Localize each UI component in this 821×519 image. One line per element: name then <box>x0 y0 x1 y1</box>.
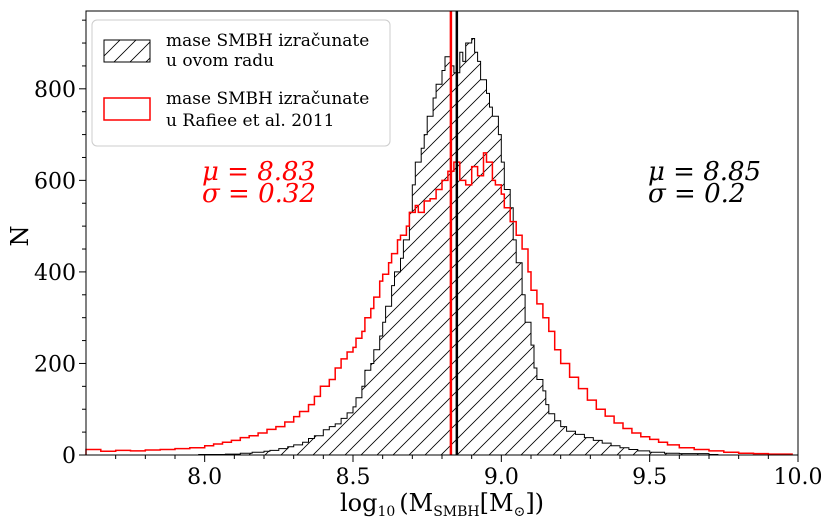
x-tick-label: 10.0 <box>774 465 821 490</box>
x-axis-label-sunsub: ⊙ <box>514 504 526 519</box>
legend-hatch-swatch <box>103 39 151 63</box>
y-axis-label: N <box>6 226 34 247</box>
x-axis-label-log: log <box>340 489 378 517</box>
y-tick-label: 0 <box>62 444 76 469</box>
x-axis-label-log-sub: 10 <box>377 504 395 519</box>
x-tick-label: 9.5 <box>632 465 667 490</box>
red-sigma-annotation: σ = 0.32 <box>202 179 316 209</box>
axes: 8.0 8.5 9.0 9.5 10.0 0 200 400 600 800 <box>34 10 821 490</box>
y-tick-label: 200 <box>34 352 76 377</box>
x-axis-label-msub: SMBH <box>433 504 479 519</box>
black-sigma-annotation: σ = 0.2 <box>648 179 745 209</box>
plot-area <box>85 11 793 456</box>
x-axis-label-bracket: [M <box>480 489 514 517</box>
x-axis-label: log10 (MSMBH[M⊙]) <box>340 489 544 519</box>
legend-label-series-1-line-2: u ovom radu <box>166 51 274 71</box>
x-tick-label: 8.0 <box>187 465 222 490</box>
series-2-histogram <box>85 152 793 455</box>
y-tick-label: 800 <box>34 78 76 103</box>
legend-label-series-1-line-1: mase SMBH izračunate <box>166 31 369 51</box>
x-axis-label-close: ]) <box>525 489 544 517</box>
series-1-histogram <box>198 38 719 456</box>
legend-box <box>91 19 391 147</box>
legend-label-series-2-line-2: u Rafiee et al. 2011 <box>166 111 334 131</box>
y-tick-label: 400 <box>34 261 76 286</box>
legend-label-series-2-line-1: mase SMBH izračunate <box>166 89 369 109</box>
black-mu-annotation: μ = 8.85 <box>648 157 761 187</box>
y-tick-label: 600 <box>34 169 76 194</box>
red-mu-annotation: μ = 8.83 <box>202 157 315 187</box>
x-tick-label: 9.0 <box>484 465 519 490</box>
legend-red-swatch <box>103 97 151 121</box>
legend: mase SMBH izračunate u ovom radu mase SM… <box>91 19 391 147</box>
x-tick-label: 8.5 <box>336 465 371 490</box>
x-axis-label-paren: (M <box>399 489 433 517</box>
